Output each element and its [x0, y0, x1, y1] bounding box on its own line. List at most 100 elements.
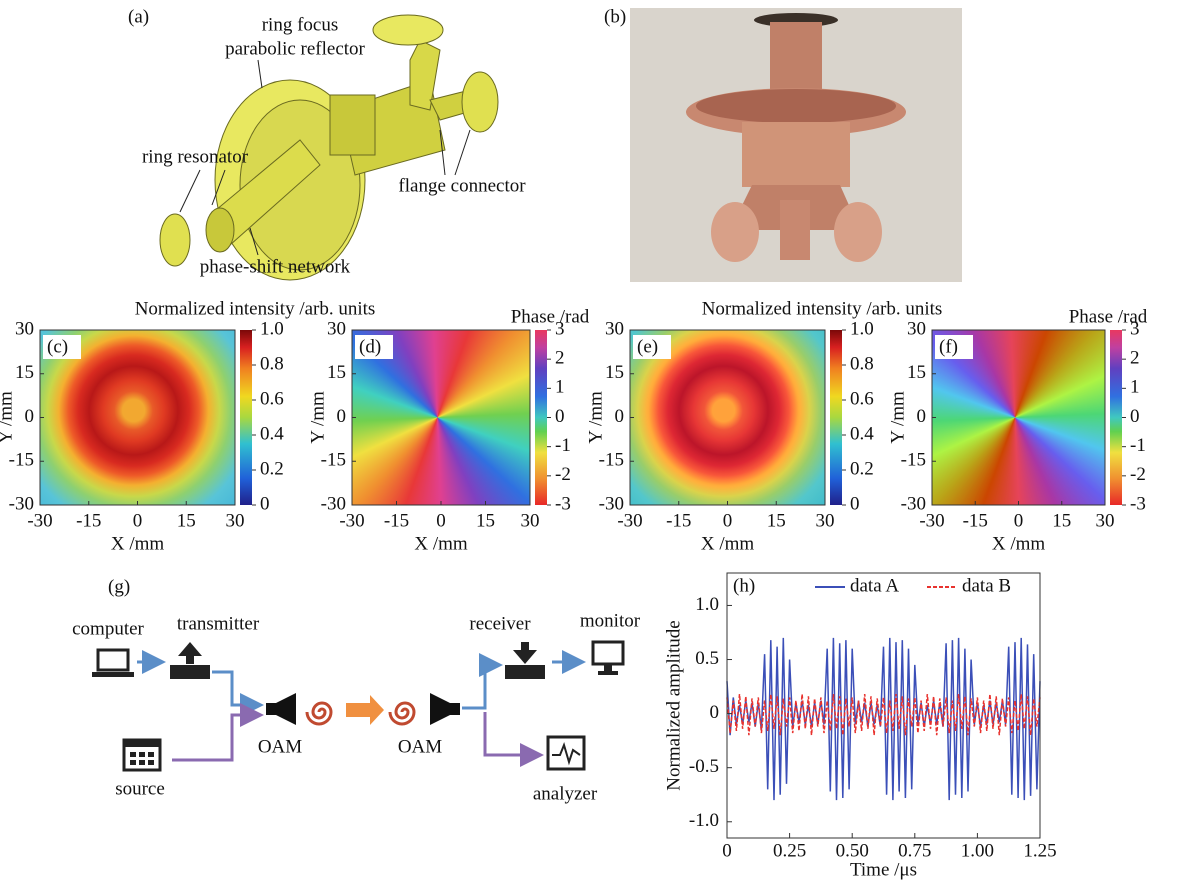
x-tick-label: 1.25 — [1023, 840, 1056, 861]
panel-label: (e) — [637, 336, 658, 357]
colorbar-title: Normalized intensity /arb. units — [135, 298, 376, 319]
callout: phase-shift network — [200, 256, 351, 277]
colorbar-tick-label: 0 — [1130, 406, 1140, 427]
node-label: monitor — [580, 610, 641, 631]
callout: parabolic reflector — [225, 38, 365, 59]
colorbar-tick-label: -2 — [1130, 464, 1146, 485]
x-tick-label: 1.00 — [961, 840, 994, 861]
colorbar-title: Phase /rad — [1069, 306, 1148, 327]
x-tick-label: 0.75 — [898, 840, 931, 861]
x-axis-label: Time /μs — [850, 859, 917, 880]
colorbar — [240, 330, 252, 505]
colorbar-tick-label: 0.2 — [850, 458, 874, 479]
x-axis-label: X /mm — [701, 533, 755, 554]
node-label: OAM — [398, 736, 442, 757]
x-tick-label: -15 — [384, 510, 409, 531]
x-tick-label: 0.50 — [836, 840, 869, 861]
callout: ring resonator — [142, 146, 249, 167]
x-tick-label: -15 — [963, 510, 988, 531]
colorbar-tick-label: 1.0 — [260, 318, 284, 339]
x-tick-label: 30 — [521, 510, 540, 531]
x-tick-label: 0.25 — [773, 840, 806, 861]
x-axis-label: X /mm — [992, 533, 1046, 554]
y-tick-label: -15 — [901, 450, 926, 471]
y-tick-label: -1.0 — [689, 810, 719, 831]
x-tick-label: 15 — [1052, 510, 1071, 531]
node-label: analyzer — [533, 783, 598, 804]
y-tick-label: -30 — [901, 493, 926, 514]
colorbar-tick-label: -1 — [1130, 435, 1146, 456]
series-line — [727, 694, 1040, 735]
panel-label: (h) — [733, 575, 755, 596]
x-tick-label: 15 — [767, 510, 786, 531]
x-tick-label: 0 — [723, 510, 733, 531]
y-tick-label: 0.5 — [695, 648, 719, 669]
x-tick-label: 0 — [133, 510, 143, 531]
y-tick-label: -0.5 — [689, 756, 719, 777]
colorbar-tick-label: 0.8 — [850, 353, 874, 374]
y-tick-label: 0 — [337, 406, 347, 427]
x-tick-label: 15 — [177, 510, 196, 531]
colorbar-tick-label: 0.6 — [850, 388, 874, 409]
x-tick-label: 15 — [476, 510, 495, 531]
colorbar-tick-label: 0.6 — [260, 388, 284, 409]
figure: (a) ring focus parabolic reflector ring … — [0, 0, 1181, 881]
x-tick-label: -15 — [76, 510, 101, 531]
y-tick-label: -30 — [9, 493, 34, 514]
panel-label: (a) — [128, 6, 149, 27]
y-tick-label: 30 — [327, 318, 346, 339]
system-diagram — [92, 642, 623, 770]
colorbar-tick-label: 0.4 — [260, 423, 284, 444]
x-tick-label: 30 — [816, 510, 835, 531]
y-tick-label: 0 — [917, 406, 927, 427]
colorbar-tick-label: 0.2 — [260, 458, 284, 479]
colorbar-tick-label: -3 — [555, 493, 571, 514]
panel-label: (b) — [604, 6, 626, 27]
colorbar — [535, 330, 547, 505]
y-tick-label: 15 — [605, 362, 624, 383]
colorbar — [830, 330, 842, 505]
colorbar-tick-label: 1 — [1130, 377, 1140, 398]
y-axis-label: Y /mm — [585, 391, 606, 444]
colorbar-title: Phase /rad — [511, 306, 590, 327]
node-label: source — [115, 778, 165, 799]
y-axis-label: Y /mm — [307, 391, 328, 444]
y-tick-label: -15 — [599, 450, 624, 471]
y-tick-label: -15 — [321, 450, 346, 471]
y-tick-label: 0 — [25, 406, 35, 427]
colorbar-tick-label: 0 — [850, 493, 860, 514]
node-label: computer — [72, 618, 144, 639]
x-tick-label: 0 — [1014, 510, 1024, 531]
panel-label: (d) — [359, 336, 381, 357]
panel-label: (f) — [939, 336, 958, 357]
colorbar-tick-label: 1 — [555, 377, 565, 398]
colorbar-tick-label: 2 — [1130, 348, 1140, 369]
x-axis-label: X /mm — [111, 533, 165, 554]
y-axis-label: Y /mm — [0, 391, 16, 444]
colorbar-tick-label: 0 — [555, 406, 565, 427]
y-tick-label: 30 — [907, 318, 926, 339]
colorbar-tick-label: 0.4 — [850, 423, 874, 444]
y-tick-label: 30 — [15, 318, 34, 339]
colorbar-tick-label: -2 — [555, 464, 571, 485]
y-tick-label: 1.0 — [695, 594, 719, 615]
y-tick-label: 15 — [907, 362, 926, 383]
colorbar — [1110, 330, 1122, 505]
x-tick-label: 30 — [1096, 510, 1115, 531]
x-axis-label: X /mm — [414, 533, 468, 554]
y-tick-label: -30 — [599, 493, 624, 514]
device-photo — [630, 8, 962, 282]
colorbar-tick-label: 1.0 — [850, 318, 874, 339]
node-label: OAM — [258, 736, 302, 757]
x-tick-label: 30 — [226, 510, 245, 531]
panel-label: (g) — [108, 576, 130, 597]
y-tick-label: 30 — [605, 318, 624, 339]
x-tick-label: -15 — [666, 510, 691, 531]
legend-label: data A — [850, 575, 899, 596]
panel-label: (c) — [47, 336, 68, 357]
callout: ring focus — [262, 14, 339, 35]
y-tick-label: 15 — [15, 362, 34, 383]
figure-svg: (a) ring focus parabolic reflector ring … — [0, 0, 1181, 881]
node-label: transmitter — [177, 613, 260, 634]
y-tick-label: -15 — [9, 450, 34, 471]
